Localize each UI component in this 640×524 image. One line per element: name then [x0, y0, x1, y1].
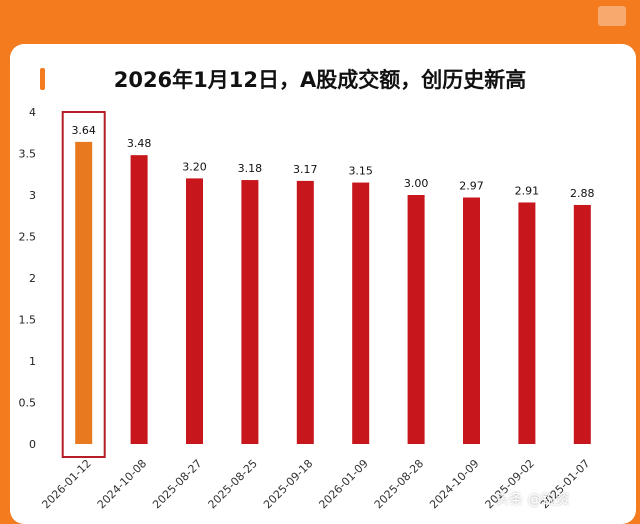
x-tick-label: 2025-09-18: [261, 457, 315, 511]
bar-value-label: 3.20: [182, 160, 207, 173]
bar: [463, 197, 480, 444]
bar: [130, 155, 148, 444]
title-accent-bar: [40, 68, 45, 90]
bar: [407, 195, 425, 444]
bar: [296, 180, 314, 444]
x-tick-label: 2024-10-08: [95, 457, 149, 511]
y-tick-label: 2.5: [19, 231, 37, 244]
corner-badge: [598, 6, 626, 26]
x-tick-label: 2024-10-09: [427, 457, 481, 511]
bar: [75, 141, 93, 444]
bar-value-label: 3.64: [71, 124, 96, 137]
y-tick-label: 0.5: [19, 397, 37, 410]
bar: [352, 182, 370, 445]
x-tick-label: 2026-01-09: [316, 457, 370, 511]
x-tick-label: 2025-08-27: [150, 457, 204, 511]
bar-value-label: 3.48: [127, 137, 152, 150]
bar: [241, 180, 259, 444]
y-tick-label: 2: [29, 272, 36, 285]
y-tick-label: 1.5: [19, 314, 37, 327]
watermark: 头条 @锐资: [495, 492, 570, 508]
x-tick-label: 2026-01-12: [39, 457, 93, 511]
bar: [518, 202, 536, 444]
y-tick-label: 1: [29, 355, 36, 368]
y-tick-label: 3.5: [19, 148, 37, 161]
bar-value-label: 3.18: [238, 162, 263, 175]
highlight-box: [61, 111, 106, 458]
bar: [573, 204, 591, 444]
bar: [186, 178, 203, 444]
y-tick-label: 3: [29, 189, 36, 202]
y-tick-label: 0: [29, 438, 36, 451]
bar-value-label: 3.17: [293, 163, 318, 176]
chart-title: 2026年1月12日，A股成交额，创历史新高: [113, 68, 527, 92]
bar-value-label: 2.97: [459, 179, 484, 192]
x-tick-label: 2025-08-25: [206, 457, 260, 511]
bar-value-label: 2.91: [515, 184, 540, 197]
bar-value-label: 3.15: [348, 165, 373, 178]
x-tick-label: 2025-08-28: [372, 457, 426, 511]
y-tick-label: 4: [29, 106, 36, 119]
bar-value-label: 2.88: [570, 187, 595, 200]
bar-value-label: 3.00: [404, 177, 429, 190]
